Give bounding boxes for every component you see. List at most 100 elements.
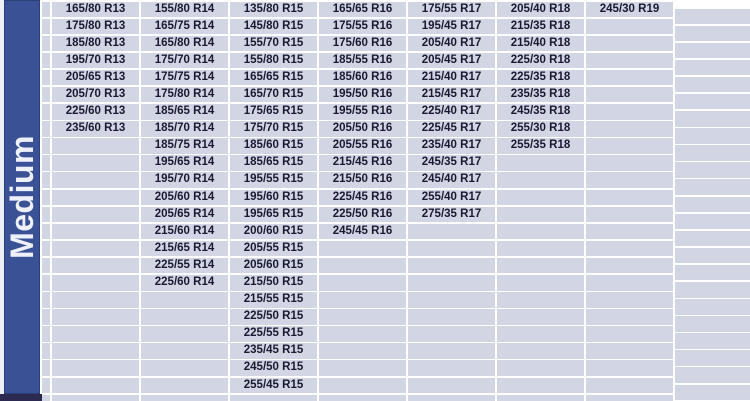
band-divider [0,394,42,401]
empty-cell [42,275,50,291]
empty-cell [408,326,495,342]
tire-size-cell: 185/80 R13 [52,35,139,52]
tire-size-cell: 205/55 R16 [319,138,406,154]
empty-cell [586,189,673,206]
tire-size-cell: 215/40 R18 [497,35,584,52]
empty-cell [141,343,228,359]
empty-cell [52,257,139,274]
tire-size-cell: 175/60 R16 [319,35,406,52]
empty-cell [497,394,584,401]
empty-cell [586,35,673,52]
empty-cell [42,257,50,274]
empty-cell [42,104,50,120]
tire-size-cell: 215/40 R17 [408,69,495,86]
empty-cell [42,121,50,137]
empty-cell [42,377,50,394]
empty-cell [675,179,750,195]
tire-size-cell: 185/70 R14 [141,121,228,137]
size-grid: 165/80 R13 175/80 R13 185/80 R13 195/70 R13… [42,0,750,401]
empty-cell [42,35,50,52]
empty-cell [675,299,750,315]
tire-size-cell: 165/80 R13 [52,1,139,17]
empty-cell [319,240,406,257]
column-r17: 175/55 R17 195/45 R17 205/40 R17 205/45 R17… [408,1,495,401]
empty-cell [42,69,50,86]
tire-size-cell: 245/50 R15 [230,360,317,376]
empty-cell [319,394,406,401]
empty-cell [230,394,317,401]
tire-size-cell: 225/55 R15 [230,326,317,342]
tire-size-cell: 185/65 R14 [141,104,228,120]
empty-cell [42,189,50,206]
empty-cell [42,172,50,188]
tire-size-cell: 185/55 R16 [319,52,406,69]
empty-cell [42,1,50,17]
empty-cell [675,316,750,332]
empty-cell [42,18,50,35]
tire-size-cell: 175/55 R16 [319,18,406,35]
empty-cell [675,59,750,76]
empty-cell [319,377,406,394]
empty-cell [497,155,584,171]
tire-size-cell: 215/35 R18 [497,18,584,35]
tire-size-cell: 145/80 R15 [230,18,317,35]
tire-size-cell: 195/55 R16 [319,104,406,120]
empty-cell [52,138,139,154]
tire-size-cell: 205/65 R13 [52,69,139,86]
empty-cell [42,206,50,223]
tire-size-cell: 225/50 R16 [319,206,406,223]
empty-cell [586,377,673,394]
tire-size-cell: 205/65 R14 [141,206,228,223]
tire-size-cell: 155/70 R15 [230,35,317,52]
empty-cell [586,86,673,103]
empty-cell [52,275,139,291]
empty-cell [141,309,228,325]
empty-cell [408,275,495,291]
empty-cell [52,172,139,188]
column-r18: 205/40 R18 215/35 R18 215/40 R18 225/30 R18… [497,1,584,401]
tire-size-cell: 185/60 R15 [230,138,317,154]
empty-cell [586,292,673,308]
tire-size-cell: 185/75 R14 [141,138,228,154]
tire-size-cell: 165/65 R16 [319,1,406,17]
tire-size-cell: 175/70 R15 [230,121,317,137]
tire-size-cell: 215/65 R14 [141,240,228,257]
empty-cell [42,309,50,325]
empty-cell [52,206,139,223]
tire-size-cell: 155/80 R15 [230,52,317,69]
tire-size-cell: 165/65 R15 [230,69,317,86]
tire-size-cell: 235/45 R15 [230,343,317,359]
empty-cell [497,360,584,376]
tire-size-cell: 155/80 R14 [141,1,228,17]
empty-cell [408,240,495,257]
empty-cell [42,86,50,103]
empty-cell [497,309,584,325]
empty-cell [497,223,584,240]
empty-cell [52,189,139,206]
tire-size-cell: 245/40 R17 [408,172,495,188]
empty-cell [675,42,750,59]
empty-cell [586,206,673,223]
empty-cell [497,240,584,257]
tire-size-cell: 165/75 R14 [141,18,228,35]
empty-cell [319,343,406,359]
empty-cell [42,292,50,308]
empty-cell [586,52,673,69]
empty-cell [319,360,406,376]
empty-cell [42,52,50,69]
tire-size-cell: 195/65 R15 [230,206,317,223]
empty-cell [141,394,228,401]
empty-cell [586,360,673,376]
tire-size-cell: 225/50 R15 [230,309,317,325]
tire-size-cell: 275/35 R17 [408,206,495,223]
empty-cell [675,230,750,247]
empty-cell [42,343,50,359]
empty-cell [675,8,750,24]
tire-size-cell: 195/55 R15 [230,172,317,188]
column-r14: 155/80 R14 165/75 R14 165/80 R14 175/70 R14… [141,1,228,401]
tire-size-cell: 205/60 R15 [230,257,317,274]
empty-cell [141,360,228,376]
empty-cell [497,275,584,291]
tire-size-cell: 205/60 R14 [141,189,228,206]
